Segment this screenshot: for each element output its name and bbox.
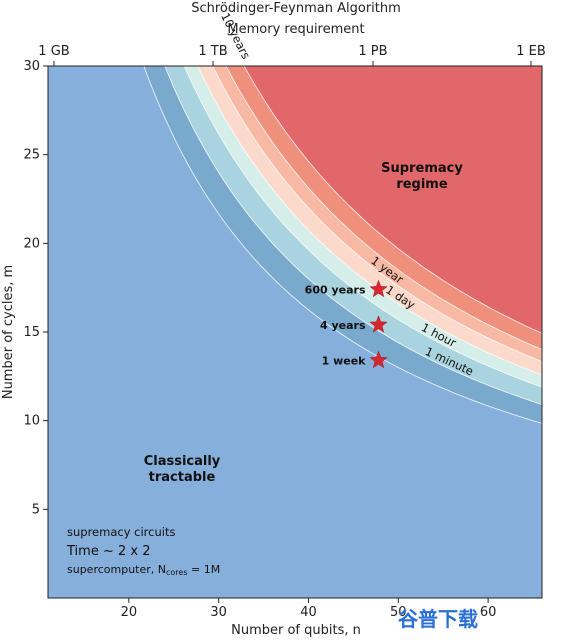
x-tick-label: 30	[210, 605, 227, 620]
top-axis-label: Memory requirement	[227, 22, 364, 37]
classical-label-line1: Classically	[144, 454, 221, 469]
classical-label-line2: tractable	[149, 470, 216, 485]
star-marker	[369, 279, 388, 298]
note-time: Time ~ 2 x 2	[66, 544, 150, 559]
y-tick-label: 30	[23, 59, 40, 74]
y-tick-label: 10	[23, 414, 40, 429]
star-marker	[369, 350, 388, 369]
band-area	[48, 66, 542, 598]
y-axis-title: Number of cycles, m	[1, 265, 16, 399]
star-label: 1 week	[322, 354, 367, 367]
top-tick-label: 1 EB	[516, 44, 546, 59]
band-7	[243, 66, 542, 334]
top-tick-label: 1 GB	[38, 44, 69, 59]
star-marker	[369, 315, 388, 333]
top-tick-label: 1 TB	[198, 44, 227, 59]
watermark-logo: 谷普下载	[398, 607, 478, 631]
y-tick-label: 25	[23, 148, 40, 163]
supremacy-label-line1: Supremacy	[381, 161, 463, 176]
x-tick-label: 60	[480, 605, 497, 620]
supremacy-label-line2: regime	[396, 177, 448, 192]
x-tick-label: 40	[300, 605, 317, 620]
note-computer: supercomputer, Ncores = 1M	[67, 563, 220, 577]
x-axis-title: Number of qubits, n	[231, 623, 361, 638]
y-tick-label: 15	[23, 325, 40, 340]
star-label: 4 years	[320, 319, 366, 332]
top-tick-label: 1 PB	[358, 44, 387, 59]
star-markers: 600 years 4 years 1 week	[305, 279, 388, 369]
chart-title: Schrödinger-Feynman Algorithm	[191, 1, 401, 16]
star-label: 600 years	[305, 283, 366, 296]
y-tick-label: 20	[23, 236, 40, 251]
y-tick-label: 5	[32, 502, 40, 517]
x-tick-label: 50	[390, 605, 407, 620]
x-tick-label: 20	[121, 605, 138, 620]
note-circuits: supremacy circuits	[67, 525, 175, 539]
